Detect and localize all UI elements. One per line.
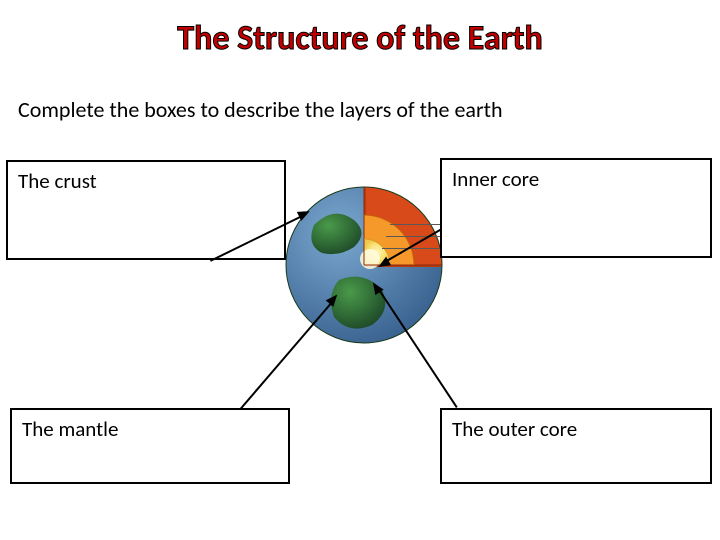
label-text: Inner core <box>452 166 539 192</box>
indicator-line <box>382 248 448 249</box>
page-title: The Structure of the Earth <box>0 18 720 59</box>
label-text: The outer core <box>452 416 577 442</box>
label-box-outer-core[interactable]: The outer core <box>440 408 712 484</box>
label-box-mantle[interactable]: The mantle <box>10 408 290 484</box>
label-box-inner-core[interactable]: Inner core <box>440 158 712 258</box>
label-text: The mantle <box>22 416 118 442</box>
page-subtitle: Complete the boxes to describe the layer… <box>18 96 503 123</box>
indicator-line <box>386 236 448 237</box>
label-text: The crust <box>18 168 97 194</box>
